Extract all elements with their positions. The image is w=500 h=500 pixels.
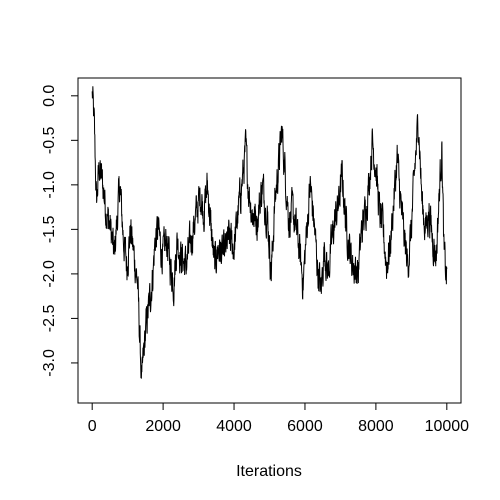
x-axis: 0 2000 4000 6000 8000 10000 — [88, 402, 470, 435]
series-line — [91, 86, 448, 379]
y-tick-label: -2.5 — [41, 305, 58, 333]
x-tick-label: 0 — [88, 418, 97, 435]
x-tick-label: 10000 — [425, 418, 470, 435]
x-tick-label: 4000 — [216, 418, 252, 435]
y-tick-label: 0.0 — [41, 85, 58, 107]
x-tick-label: 6000 — [287, 418, 323, 435]
x-axis-title: Iterations — [236, 463, 302, 480]
y-tick-label: -3.0 — [41, 349, 58, 377]
x-tick-label: 8000 — [358, 418, 394, 435]
y-tick-label: -1.0 — [41, 171, 58, 199]
y-tick-label: -2.0 — [41, 260, 58, 288]
x-tick-label: 2000 — [145, 418, 181, 435]
y-tick-label: -1.5 — [41, 215, 58, 243]
y-axis: -3.0 -2.5 -2.0 -1.5 -1.0 -0.5 0.0 — [41, 85, 79, 377]
y-tick-label: -0.5 — [41, 126, 58, 154]
